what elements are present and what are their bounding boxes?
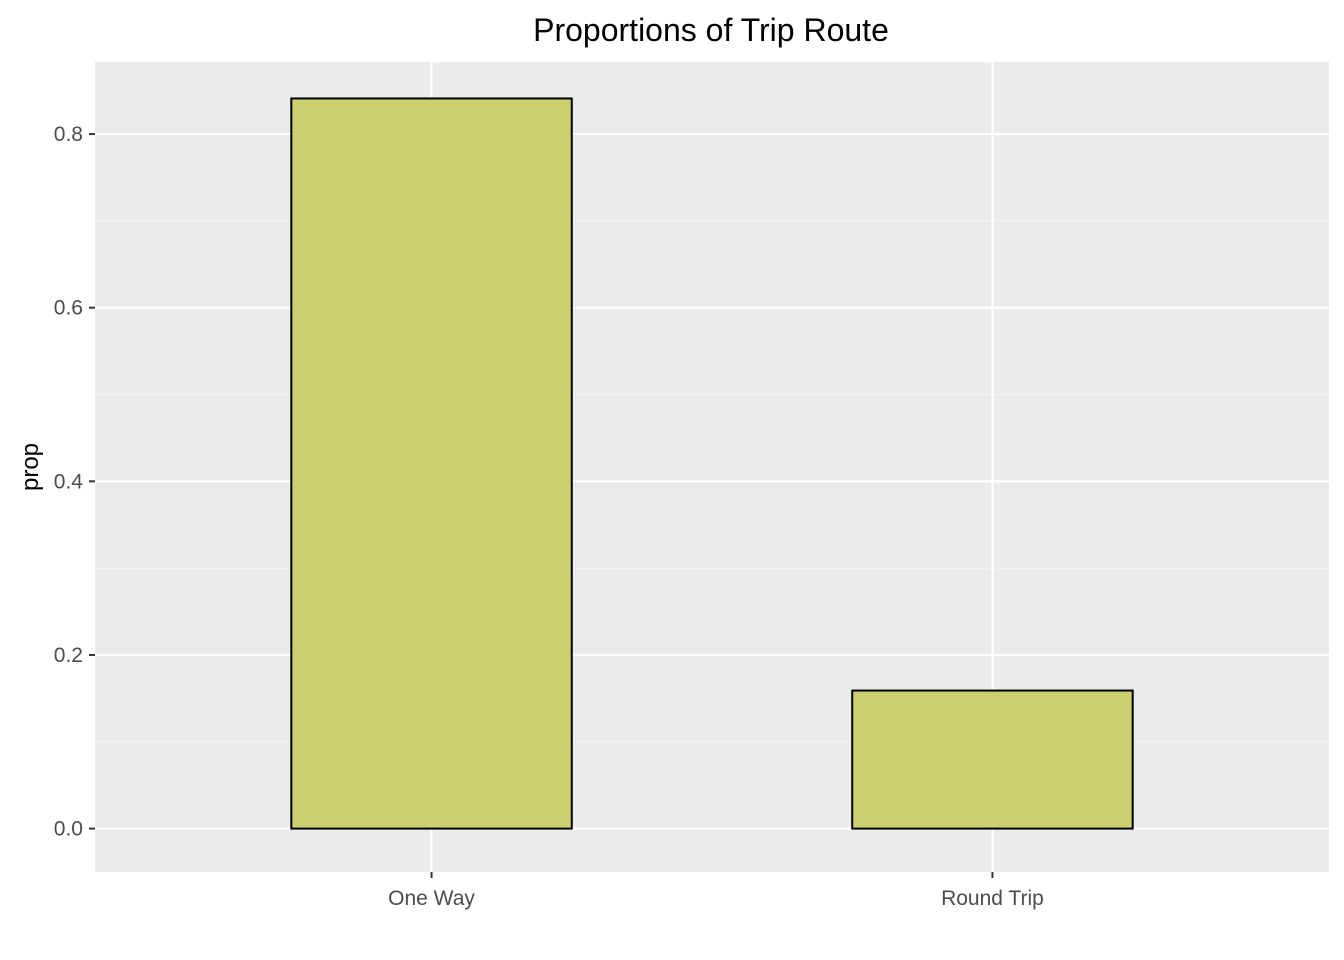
- bar-round-trip: [851, 689, 1134, 830]
- y-tick-label: 0.0: [54, 818, 83, 841]
- y-tick-label: 0.6: [54, 297, 83, 320]
- x-tick-label: Round Trip: [941, 887, 1044, 910]
- bar-one-way: [290, 97, 573, 830]
- chart-title: Proportions of Trip Route: [533, 12, 889, 48]
- y-axis-label: prop: [17, 443, 44, 491]
- y-axis: 0.0 0.2 0.4 0.6 0.8: [54, 123, 95, 841]
- x-axis: One Way Round Trip: [388, 872, 1044, 910]
- x-tick-label: One Way: [388, 887, 475, 910]
- y-tick-label: 0.8: [54, 123, 83, 146]
- y-tick-label: 0.2: [54, 644, 83, 667]
- bars: [290, 97, 1134, 830]
- y-tick-label: 0.4: [54, 470, 84, 493]
- plot-panel: [95, 62, 1329, 872]
